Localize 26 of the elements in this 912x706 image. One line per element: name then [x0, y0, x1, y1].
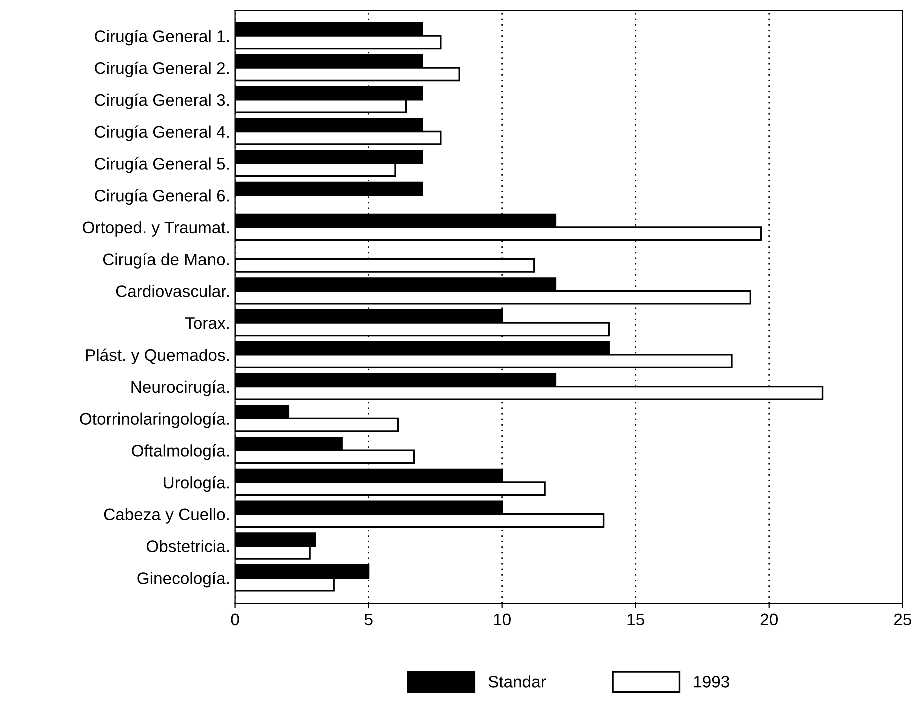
y-tick-label: Oftalmología. [132, 444, 229, 460]
y-tick-label: Cirugía General 6. [95, 189, 229, 206]
x-tick-label: 0 [231, 614, 240, 626]
y-tick-label: Otorrinolaringología. [80, 412, 229, 428]
y-tick-label: Cirugía General 5. [95, 157, 229, 174]
y-tick-label: Obstetricia. [146, 540, 229, 552]
y-tick-label: Urología. [164, 476, 229, 492]
y-tick-label: Cardiovascular. [116, 285, 229, 298]
y-tick-label: Torax. [185, 318, 229, 330]
y-tick-label: Ortoped. y Traumat. [83, 221, 229, 237]
legend-label: Standar [488, 676, 546, 688]
y-tick-label: Cirugía General 2. [95, 62, 229, 78]
x-tick-label: 10 [494, 614, 511, 626]
y-tick-label: Cirugía de Mano. [103, 253, 229, 269]
y-tick-label: Plást. y Quemados. [86, 348, 229, 365]
x-tick-label: 20 [760, 614, 778, 626]
y-tick-label: Cirugía General 4. [95, 126, 229, 142]
y-tick-label: Ginecología. [138, 572, 229, 588]
y-tick-label: Cabeza y Cuello. [104, 508, 229, 524]
y-tick-label: Cirugía General 3. [95, 94, 229, 110]
x-tick-label: 15 [628, 614, 644, 626]
y-tick-label: Cirugía General 1. [95, 30, 229, 46]
x-tick-label: 25 [894, 614, 912, 626]
y-tick-label: Neurocirugía. [132, 380, 229, 396]
x-tick-label: 5 [364, 614, 373, 626]
legend-label: 1993 [694, 676, 730, 688]
